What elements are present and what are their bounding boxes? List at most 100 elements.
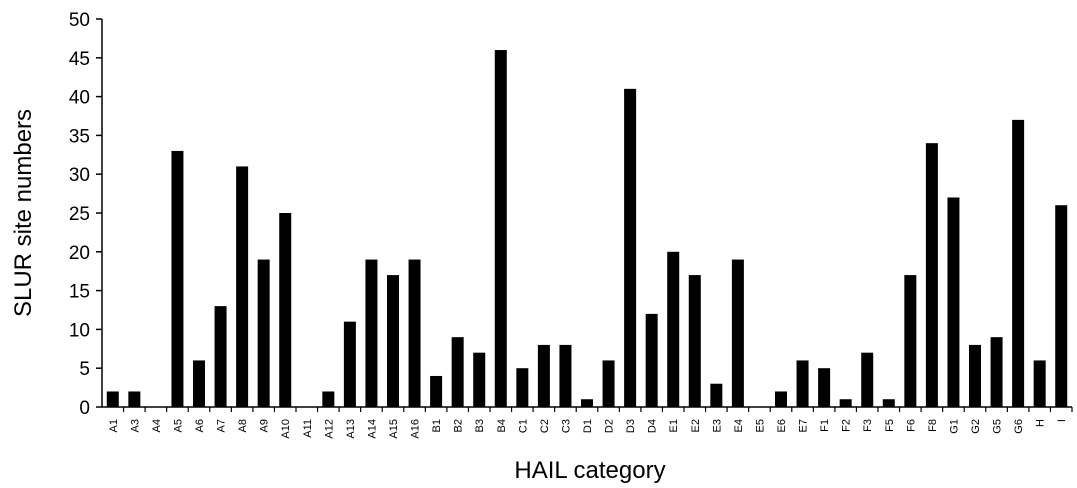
y-tick-label: 25 (69, 204, 90, 225)
x-tick-label-g6: G6 (1013, 419, 1025, 434)
bar-c1 (516, 368, 529, 407)
x-tick-label-a13: A13 (345, 419, 357, 439)
x-tick-label-e6: E6 (776, 419, 788, 432)
x-tick-label-d4: D4 (647, 419, 659, 433)
bar-f5 (882, 399, 895, 407)
x-tick-label-e1: E1 (668, 419, 680, 432)
bar-f2 (839, 399, 852, 407)
bar-a16 (408, 259, 421, 407)
x-tick-label-h: H (1035, 419, 1047, 427)
x-tick-label-a1: A1 (108, 419, 120, 432)
bars-group (106, 50, 1068, 408)
x-tick-label-b4: B4 (496, 419, 508, 432)
bar-a7 (214, 306, 227, 407)
y-tick-label: 20 (69, 243, 90, 264)
bar-g5 (990, 337, 1003, 407)
y-tick-label: 45 (69, 49, 90, 70)
bar-i (1055, 205, 1068, 407)
bar-g6 (1012, 119, 1025, 407)
x-tick-label-a9: A9 (259, 419, 271, 432)
bar-d3 (624, 88, 637, 407)
x-tick-label-d2: D2 (604, 419, 616, 433)
bar-a8 (236, 166, 249, 407)
y-tick-label: 15 (69, 282, 90, 303)
bar-b4 (494, 50, 507, 407)
bar-a14 (365, 259, 378, 407)
x-tick-label-g2: G2 (970, 419, 982, 434)
x-tick-label-f1: F1 (819, 419, 831, 432)
x-tick-label-a10: A10 (280, 419, 292, 439)
bar-d1 (581, 399, 593, 407)
y-axis-title: SLUR site numbers (10, 109, 37, 317)
x-tick-label-e2: E2 (690, 419, 702, 432)
bar-c2 (537, 344, 550, 407)
x-tick-label-a7: A7 (216, 419, 228, 432)
y-tick-label: 40 (69, 88, 90, 109)
bar-a12 (322, 391, 335, 407)
bar-e2 (688, 275, 701, 407)
x-tick-label-c1: C1 (517, 419, 529, 433)
x-tick-label-e5: E5 (754, 419, 766, 432)
x-tick-label-a11: A11 (302, 419, 314, 438)
bar-f8 (925, 143, 938, 407)
x-tick-label-d1: D1 (582, 419, 594, 433)
bar-a9 (257, 259, 270, 407)
bar-e6 (775, 391, 787, 407)
x-tick-label-a5: A5 (172, 419, 184, 432)
bar-g2 (969, 344, 981, 407)
bar-a15 (387, 275, 399, 407)
bar-e4 (731, 259, 744, 407)
bar-e7 (796, 360, 809, 407)
x-tick-label-b3: B3 (474, 419, 486, 432)
bar-h (1033, 360, 1046, 407)
y-tick-label: 35 (69, 126, 90, 147)
bar-a3 (128, 391, 141, 407)
x-tick-label-g1: G1 (948, 419, 960, 434)
y-axis-ticks: 0 5 10 15 20 25 30 35 40 45 50 (69, 10, 102, 419)
bar-e1 (667, 251, 680, 407)
x-tick-label-e4: E4 (733, 419, 745, 432)
bar-e3 (710, 383, 723, 407)
bar-f3 (861, 352, 874, 407)
bar-b1 (430, 375, 443, 407)
x-tick-label-a15: A15 (388, 419, 400, 439)
x-tick-label-b1: B1 (431, 419, 443, 432)
x-tick-label-a3: A3 (129, 419, 141, 432)
bar-a5 (171, 150, 184, 408)
x-tick-label-a14: A14 (366, 419, 378, 439)
x-tick-label-c3: C3 (560, 419, 572, 433)
x-tick-label-a8: A8 (237, 419, 249, 432)
x-tick-label-d3: D3 (625, 419, 637, 433)
y-tick-label: 10 (69, 320, 90, 341)
x-tick-label-f5: F5 (884, 419, 896, 432)
x-tick-label-f6: F6 (905, 419, 917, 432)
bar-c3 (559, 344, 572, 407)
x-tick-label-g5: G5 (992, 419, 1004, 434)
x-tick-label-b2: B2 (453, 419, 465, 432)
x-tick-label-a12: A12 (323, 419, 335, 439)
bar-a6 (193, 360, 205, 407)
x-tick-label-a4: A4 (151, 419, 163, 432)
y-tick-label: 50 (69, 10, 90, 31)
x-tick-label-e3: E3 (711, 419, 723, 432)
y-tick-label: 5 (79, 359, 90, 380)
x-tick-label-a16: A16 (410, 419, 422, 439)
x-tick-label-f8: F8 (927, 419, 939, 432)
x-axis-title: HAIL category (514, 457, 665, 484)
y-tick-label: 0 (79, 398, 90, 419)
bar-f6 (904, 275, 917, 407)
bar-d4 (645, 313, 658, 407)
bar-a13 (343, 321, 356, 407)
x-axis-ticks: A1 A3 A4 A5 A6 A7 A8 A9 A10 A11 A12 A13 A14 A15 A16 B1 B… (108, 407, 1073, 439)
bar-d2 (602, 360, 615, 407)
bar-f1 (818, 368, 831, 407)
x-tick-label-f3: F3 (862, 419, 874, 432)
x-tick-label-f2: F2 (841, 419, 853, 432)
bar-b3 (473, 352, 486, 407)
bar-b2 (451, 337, 464, 407)
x-tick-label-c2: C2 (539, 419, 551, 433)
x-tick-label-e7: E7 (798, 419, 810, 432)
bar-g1 (947, 197, 960, 407)
bar-a10 (279, 213, 292, 407)
